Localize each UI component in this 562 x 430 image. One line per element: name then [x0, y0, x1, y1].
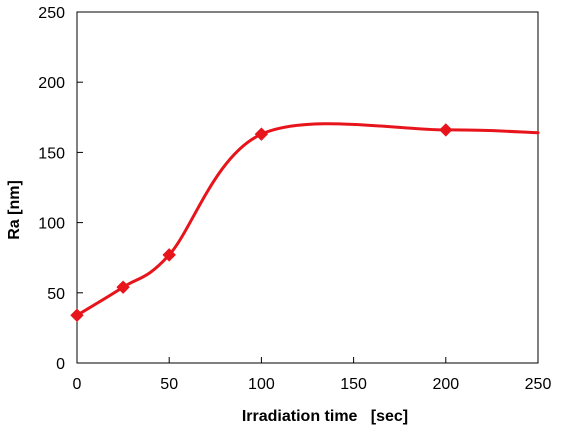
data-point — [254, 127, 269, 141]
x-tick-label: 250 — [525, 376, 552, 393]
y-tick-label: 0 — [56, 356, 65, 373]
y-tick-label: 150 — [38, 145, 65, 162]
y-tick-label: 100 — [38, 216, 65, 233]
y-tick-label: 50 — [47, 286, 65, 303]
x-tick-label: 150 — [340, 376, 367, 393]
data-point — [116, 280, 130, 294]
plot-area — [76, 11, 539, 364]
y-axis-title: Ra [nm] — [6, 180, 23, 240]
x-tick-label: 50 — [160, 376, 178, 393]
y-tick-label: 250 — [38, 5, 65, 22]
data-point — [439, 123, 453, 137]
y-axis-ticks — [77, 11, 83, 364]
x-tick-label: 0 — [73, 376, 82, 393]
x-axis-tick-labels: 0 50 100 150 200 250 — [73, 376, 552, 393]
x-tick-label: 100 — [248, 376, 275, 393]
series-markers — [70, 123, 453, 322]
data-point — [162, 248, 176, 262]
y-tick-label: 200 — [38, 75, 65, 92]
x-axis-ticks — [76, 357, 539, 363]
x-tick-label: 200 — [432, 376, 459, 393]
y-axis-tick-labels: 0 50 100 150 200 250 — [38, 5, 65, 373]
x-axis-title: Irradiation time [sec] — [242, 408, 408, 425]
data-point — [70, 308, 84, 322]
